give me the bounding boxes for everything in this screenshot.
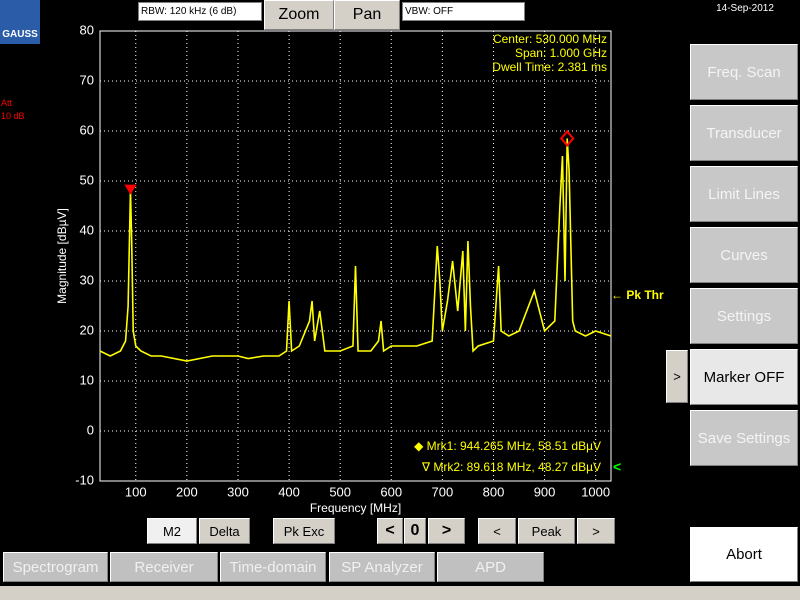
marker-readout: ∇ Mrk2: 89.618 MHz, 48.27 dBµV <box>421 460 601 474</box>
y-axis-label: Magnitude [dBµV] <box>55 208 69 304</box>
y-tick-label: 30 <box>80 272 94 287</box>
plot-frame <box>99 30 612 482</box>
y-tick-label: 0 <box>87 422 94 437</box>
att-label: Att <box>1 98 13 108</box>
marker-button[interactable]: < <box>377 518 403 544</box>
marker-button[interactable]: Peak <box>518 518 575 544</box>
taskbar <box>0 586 800 600</box>
logo: GAUSS <box>0 0 40 44</box>
date: 14-Sep-2012 <box>716 3 774 14</box>
y-tick-label: 40 <box>80 222 94 237</box>
side-button[interactable]: Settings <box>690 288 798 344</box>
tab-button[interactable]: SP Analyzer <box>329 552 435 582</box>
annotation: Dwell Time: 2.381 ms <box>492 60 607 74</box>
expand-button[interactable]: > <box>666 350 688 403</box>
threshold-label: ← Pk Thr <box>611 288 664 302</box>
y-tick-label: -10 <box>75 472 94 487</box>
vbw-select[interactable]: VBW: OFF <box>402 2 525 21</box>
pan-button[interactable]: Pan <box>334 0 400 30</box>
y-tick-label: 20 <box>80 322 94 337</box>
x-tick-label: 700 <box>432 484 454 499</box>
marker-button[interactable]: < <box>478 518 516 544</box>
marker-button[interactable]: M2 <box>147 518 197 544</box>
annotation: Center: 530.000 MHz <box>493 32 607 46</box>
side-button[interactable]: Marker OFF <box>690 349 798 405</box>
att-value: 10 dB <box>1 111 25 121</box>
x-tick-label: 400 <box>278 484 300 499</box>
side-button[interactable]: Curves <box>690 227 798 283</box>
side-button[interactable]: Save Settings <box>690 410 798 466</box>
zoom-button[interactable]: Zoom <box>264 0 334 30</box>
marker-button[interactable]: 0 <box>404 518 426 544</box>
marker-symbol <box>559 129 575 147</box>
marker-button[interactable]: > <box>577 518 615 544</box>
marker-button[interactable]: Pk Exc <box>273 518 335 544</box>
side-button[interactable]: Limit Lines <box>690 166 798 222</box>
marker-button[interactable]: Delta <box>199 518 250 544</box>
spectrum-chart: -10 0 10 20 30 40 50 60 70 80 100 200 300 400 500 600 70… <box>55 22 664 515</box>
tab-button[interactable]: Receiver <box>110 552 218 582</box>
tab-button[interactable]: APD <box>437 552 544 582</box>
trace <box>99 138 612 362</box>
marker-readout: ◆ Mrk1: 944.265 MHz, 58.51 dBµV <box>414 439 601 453</box>
y-tick-label: 70 <box>80 72 94 87</box>
x-tick-label: 600 <box>380 484 402 499</box>
y-tick-label: 60 <box>80 122 94 137</box>
y-tick-label: 80 <box>80 22 94 37</box>
side-button[interactable]: Transducer <box>690 105 798 161</box>
x-axis-label: Frequency [MHz] <box>310 501 401 515</box>
y-tick-label: 50 <box>80 172 94 187</box>
side-button[interactable]: Freq. Scan <box>690 44 798 100</box>
x-tick-label: 900 <box>534 484 556 499</box>
x-tick-label: 100 <box>125 484 147 499</box>
x-tick-label: 500 <box>329 484 351 499</box>
marker-button[interactable]: > <box>428 518 465 544</box>
x-tick-label: 200 <box>176 484 198 499</box>
marker-symbol <box>124 184 137 195</box>
x-tick-label: 300 <box>227 484 249 499</box>
abort-button[interactable]: Abort <box>690 527 798 582</box>
x-tick-label: 800 <box>483 484 505 499</box>
tab-button[interactable]: Spectrogram <box>3 552 108 582</box>
tab-button[interactable]: Time-domain <box>220 552 326 582</box>
annotation: Span: 1.000 GHz <box>515 46 607 60</box>
x-tick-label: 1000 <box>581 484 610 499</box>
y-tick-label: 10 <box>80 372 94 387</box>
active-marker: < <box>613 459 621 475</box>
rbw-select[interactable]: RBW: 120 kHz (6 dB) <box>138 2 262 21</box>
